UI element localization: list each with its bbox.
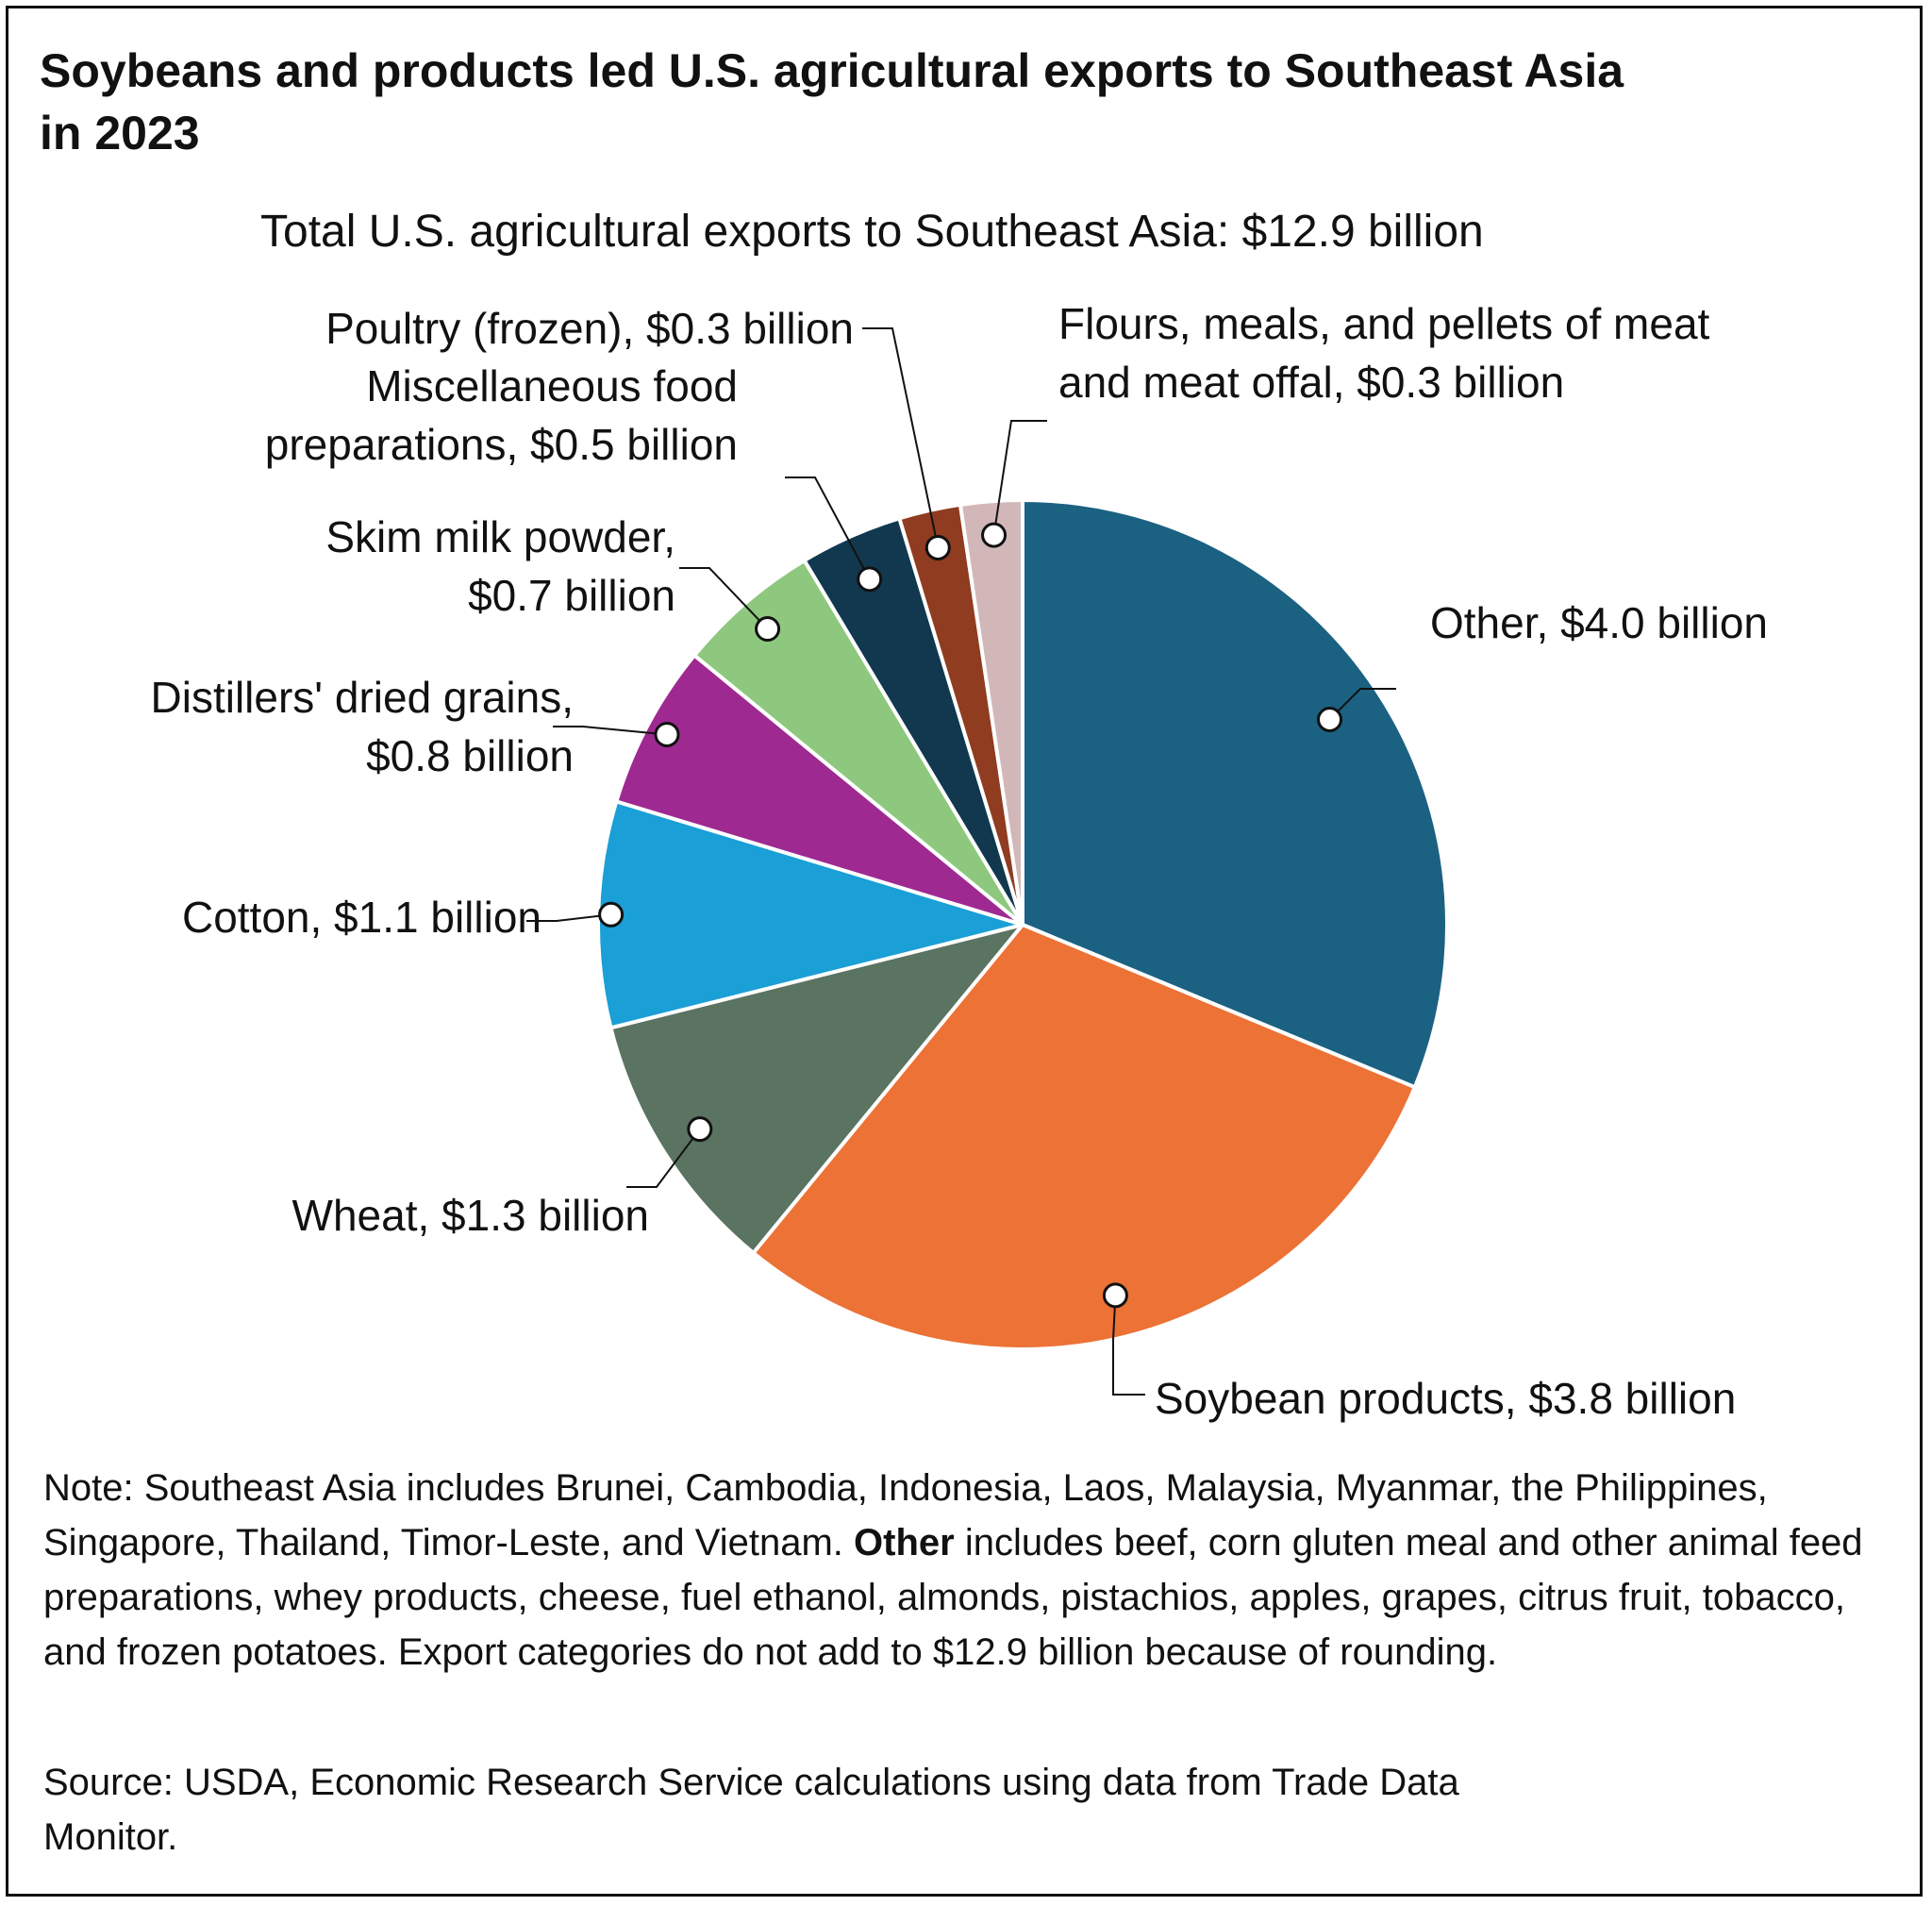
slice-label-6: Miscellaneous food preparations, $0.5 bil…	[265, 361, 738, 469]
slice-label-5-line-1: $0.7 billion	[468, 571, 675, 620]
slice-label-4: Distillers' dried grains, $0.8 billion	[151, 673, 574, 780]
slice-label-6-line-1: preparations, $0.5 billion	[265, 420, 738, 469]
slice-label-8-line-1: and meat offal, $0.3 billion	[1058, 358, 1564, 407]
slice-label-7: Poultry (frozen), $0.3 billion	[325, 304, 854, 353]
slice-label-6-line-0: Miscellaneous food	[366, 361, 738, 410]
label-dot-0	[1317, 706, 1343, 732]
pie-slice-5	[692, 559, 1024, 927]
slice-label-0-line-0: Other, $4.0 billion	[1430, 598, 1768, 647]
pie-slice-2	[608, 923, 1024, 1255]
slice-label-1: Soybean products, $3.8 billion	[1155, 1374, 1736, 1423]
slice-label-7-line-0: Poultry (frozen), $0.3 billion	[325, 304, 854, 353]
slice-label-1-line-0: Soybean products, $3.8 billion	[1155, 1374, 1736, 1423]
chart-subtitle: Total U.S. agricultural exports to South…	[260, 207, 1484, 257]
leader-line-6	[785, 476, 871, 580]
leader-line-1	[1112, 1295, 1145, 1396]
leader-line-8	[992, 420, 1047, 536]
label-dot-5	[755, 616, 781, 643]
label-dot-4	[654, 721, 680, 747]
leader-line-3	[526, 913, 611, 922]
chart-title: Soybeans and products led U.S. agricultu…	[40, 44, 1624, 159]
slice-label-0: Other, $4.0 billion	[1430, 598, 1768, 647]
note-prefix: Note: Southeast Asia includes Brunei, Ca…	[43, 1467, 1768, 1563]
label-dot-3	[598, 901, 625, 928]
slice-label-8: Flours, meals, and pellets of meat and me…	[1058, 299, 1710, 407]
slice-label-2-line-0: Wheat, $1.3 billion	[292, 1191, 649, 1240]
leader-lines	[526, 327, 1396, 1396]
leader-line-4	[553, 726, 668, 736]
chart-source: Source: USDA, Economic Research Service …	[43, 1762, 1459, 1858]
pie-slice-4	[614, 653, 1024, 927]
pie-slices	[596, 498, 1450, 1351]
note-bold: Other	[854, 1522, 955, 1563]
slice-label-4-line-1: $0.8 billion	[366, 731, 574, 780]
leader-line-5	[679, 567, 769, 630]
slice-label-5: Skim milk powder, $0.7 billion	[325, 512, 675, 620]
chart-note: Note: Southeast Asia includes Brunei, Ca…	[43, 1461, 1892, 1680]
leader-line-0	[1328, 688, 1396, 721]
slice-label-8-line-0: Flours, meals, and pellets of meat	[1058, 299, 1710, 348]
note-suffix: includes beef, corn gluten meal and othe…	[43, 1522, 1863, 1673]
slice-label-2: Wheat, $1.3 billion	[292, 1191, 649, 1240]
label-dots	[598, 522, 1343, 1309]
leader-line-2	[626, 1129, 701, 1188]
slice-label-4-line-0: Distillers' dried grains,	[151, 673, 574, 722]
label-dot-1	[1102, 1282, 1128, 1309]
label-dot-2	[687, 1116, 713, 1143]
label-dot-8	[981, 522, 1008, 548]
slice-label-3: Cotton, $1.1 billion	[182, 893, 541, 942]
slice-label-3-line-0: Cotton, $1.1 billion	[182, 893, 541, 942]
slice-labels: Other, $4.0 billion Soybean products, $3.…	[151, 299, 1769, 1423]
pie-slice-1	[751, 923, 1417, 1351]
slice-label-5-line-0: Skim milk powder,	[325, 512, 675, 561]
pie-slice-8	[958, 498, 1024, 927]
leader-line-7	[862, 327, 940, 548]
label-dot-7	[924, 534, 951, 560]
label-dot-6	[857, 566, 883, 593]
